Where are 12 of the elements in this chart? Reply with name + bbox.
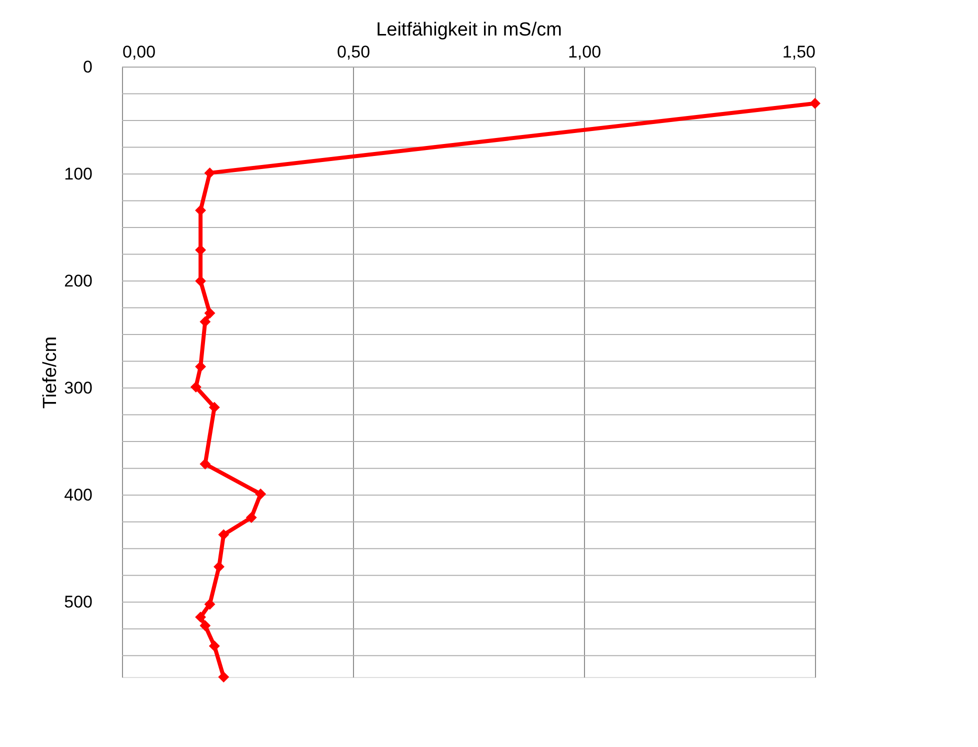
y-tick-label: 400	[64, 486, 92, 505]
x-tick-label: 1,50	[782, 42, 816, 62]
x-axis-title: Leitfähigkeit in mS/cm	[376, 20, 562, 40]
y-tick-label: 200	[64, 272, 92, 291]
x-tick-label: 0,50	[336, 42, 370, 62]
y-tick-label: 0	[83, 58, 92, 76]
x-tick-label: 0,00	[122, 42, 156, 62]
y-tick-label: 500	[64, 592, 92, 612]
y-tick-label: 100	[64, 164, 92, 184]
x-tick-label: 1,00	[568, 42, 602, 62]
y-axis-title: Tiefe/cm	[40, 336, 62, 409]
y-tick-label: 300	[64, 378, 92, 398]
